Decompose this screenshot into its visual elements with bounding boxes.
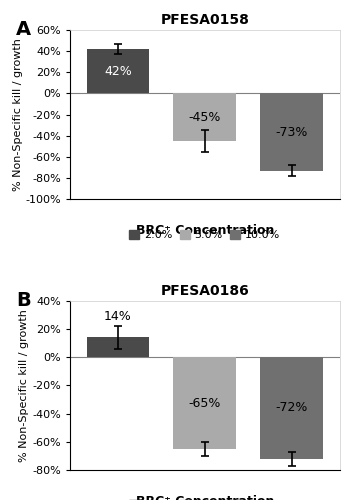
Text: -73%: -73% xyxy=(275,126,308,138)
X-axis label: BRC⁺ Concentration: BRC⁺ Concentration xyxy=(135,495,274,500)
Text: -72%: -72% xyxy=(275,402,308,414)
Y-axis label: % Non-Specific kill / growth: % Non-Specific kill / growth xyxy=(13,38,22,191)
Text: -65%: -65% xyxy=(189,396,221,409)
Text: B: B xyxy=(16,290,31,310)
Bar xyxy=(86,338,149,357)
Bar xyxy=(174,94,236,141)
Legend: 2.0%, 5.0%, 10.0%: 2.0%, 5.0%, 10.0% xyxy=(125,225,285,244)
X-axis label: BRC⁺ Concentration: BRC⁺ Concentration xyxy=(135,224,274,237)
Text: 42%: 42% xyxy=(104,64,132,78)
Text: 14%: 14% xyxy=(104,310,132,324)
Bar xyxy=(86,49,149,94)
Title: PFESA0186: PFESA0186 xyxy=(160,284,249,298)
Text: -45%: -45% xyxy=(189,111,221,124)
Legend: 2.0%, 5.0%, 10.0%: 2.0%, 5.0%, 10.0% xyxy=(125,496,285,500)
Text: A: A xyxy=(16,20,31,39)
Title: PFESA0158: PFESA0158 xyxy=(160,14,249,28)
Y-axis label: % Non-Specific kill / growth: % Non-Specific kill / growth xyxy=(20,309,29,462)
Bar xyxy=(260,357,323,458)
Bar xyxy=(174,357,236,449)
Bar xyxy=(260,94,323,170)
